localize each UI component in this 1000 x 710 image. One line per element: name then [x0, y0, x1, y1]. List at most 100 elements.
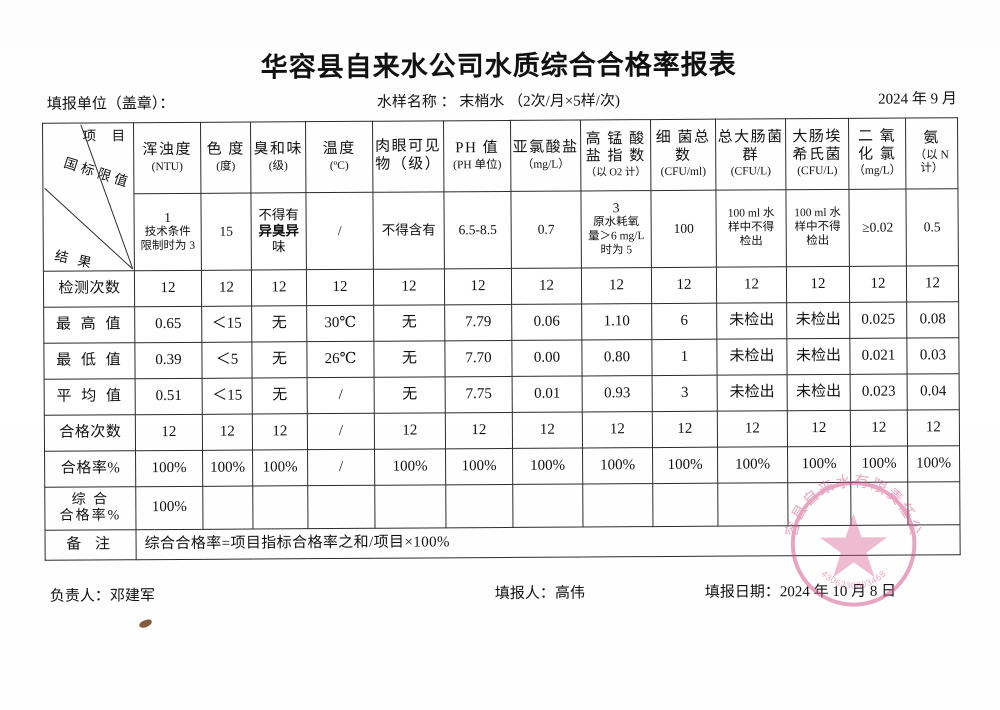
cell: 0.01 — [512, 376, 582, 412]
row-label-test-count: 检测次数 — [43, 271, 134, 308]
responsible-label: 负责人： — [50, 588, 110, 604]
cell: 未检出 — [717, 375, 787, 411]
col-name: 温度 — [307, 141, 371, 159]
col-name: 总大肠菌 群 — [717, 129, 784, 165]
cell: 100% — [446, 448, 513, 484]
subheader: 填报单位（盖章）： 水样名称 ： 末梢水 （2次/月×5样/次) 2024 年 … — [47, 87, 957, 115]
cell: 1 — [652, 339, 717, 375]
column-header-ph: PH 值 (PH 单位) — [444, 120, 511, 191]
water-quality-table: 项 目 国标限值 结果 浑浊度 (NTU) 色 度 (度) 臭和 — [42, 117, 961, 561]
limit-turbidity: 1 技术条件 限制时为 3 — [134, 193, 201, 270]
table-header-row: 项 目 国标限值 结果 浑浊度 (NTU) 色 度 (度) 臭和 — [43, 118, 958, 195]
row-label-average: 平 均 值 — [44, 379, 135, 416]
cell-empty — [583, 484, 653, 527]
page-title: 华容县自来水公司水质综合合格率报表 — [0, 41, 999, 86]
cell: ＜15 — [202, 306, 252, 342]
col-unit: (度) — [202, 160, 249, 174]
cell: 12 — [849, 266, 906, 302]
cell: 12 — [512, 412, 582, 448]
composite-label-line1: 综 合 — [46, 492, 134, 509]
cell-empty — [308, 485, 375, 528]
cell: / — [308, 449, 375, 485]
composite-rate-row: 综 合 合格率% 100% — [45, 482, 960, 531]
col-name: 大肠埃希氏菌 — [787, 129, 847, 165]
column-header-permanganate-index: 高 锰 酸盐 指 数 （以 O2 计） — [581, 120, 651, 191]
cell-empty — [253, 486, 308, 529]
cell: 100% — [788, 446, 851, 482]
cell: 12 — [716, 267, 786, 303]
table-row: 最 高 值 0.65 ＜15 无 30℃ 无 7.79 0.06 1.10 6 … — [44, 302, 959, 344]
cell: 100% — [718, 447, 788, 483]
cell: 12 — [444, 268, 511, 304]
limit-line: 味 — [253, 239, 305, 255]
col-name: 亚氯酸盐 — [512, 139, 579, 157]
cell: 100% — [203, 450, 253, 486]
col-unit: （以 O2 计） — [582, 167, 649, 180]
cell: 未检出 — [787, 338, 850, 374]
cell-empty — [851, 482, 908, 525]
cell: 12 — [202, 414, 252, 450]
limit-ph: 6.5-8.5 — [444, 191, 511, 268]
col-name: 氨 — [907, 130, 956, 148]
cell: 12 — [850, 410, 907, 446]
col-unit: (CFU/L) — [717, 166, 784, 180]
limit-value: 1 — [136, 210, 200, 226]
cell: 12 — [251, 270, 306, 306]
cell: 100% — [136, 450, 203, 486]
cell: 7.75 — [445, 376, 512, 412]
cell: 12 — [787, 410, 850, 446]
cell: 100% — [583, 448, 653, 484]
limit-note: 100 ml 水 — [788, 207, 848, 221]
date-value: 2024 年 10 月 8 日 — [780, 584, 896, 601]
cell: 12 — [651, 267, 716, 303]
reporting-unit-label: 填报单位（盖章）： — [47, 92, 175, 114]
col-unit: (NTU) — [135, 160, 199, 174]
col-name: 高 锰 酸盐 指 数 — [582, 131, 649, 167]
limit-ammonia: 0.5 — [906, 189, 958, 266]
limit-line: 异臭异 — [253, 223, 305, 239]
cell: 0.08 — [907, 302, 959, 338]
limit-ecoli: 100 ml 水 样中不得 检出 — [786, 189, 849, 266]
col-name: PH 值 — [445, 140, 509, 158]
col-name: 细 菌总 数 — [652, 130, 714, 166]
cell: 无 — [374, 305, 445, 341]
col-name: 浑浊度 — [135, 142, 199, 160]
table-row: 平 均 值 0.51 ＜15 无 / 无 7.75 0.01 0.93 3 未检… — [44, 374, 959, 416]
cell: 无 — [252, 342, 307, 378]
limit-total-coliform: 100 ml 水 样中不得 检出 — [716, 190, 786, 267]
column-header-temperature: 温度 (ºC) — [306, 121, 373, 192]
cell: 12 — [652, 411, 717, 447]
col-unit: （mg/L） — [850, 165, 904, 179]
limit-note: 检出 — [788, 235, 848, 249]
cell: 12 — [306, 269, 373, 305]
cell: 无 — [374, 341, 445, 377]
cell: 12 — [582, 412, 652, 448]
limit-note: 时为 5 — [583, 244, 650, 258]
date-label: 填报日期： — [705, 584, 780, 600]
col-unit: (CFU/ml) — [652, 166, 714, 180]
limit-note: 样中不得 — [718, 221, 785, 235]
column-header-visible-matter: 肉眼可见物（级） — [373, 121, 444, 192]
cell: 12 — [906, 266, 958, 302]
limit-value: 3 — [583, 200, 650, 216]
cell: 100% — [253, 450, 308, 486]
limit-note: 检出 — [718, 235, 785, 249]
cell: 12 — [135, 414, 202, 450]
cell: 12 — [511, 268, 581, 304]
cell: 100% — [851, 446, 908, 482]
cell: 12 — [201, 270, 251, 306]
footer-signatures: 负责人：邓建军 填报人：高伟 填报日期：2024 年 10 月 8 日 — [50, 579, 962, 609]
row-label-pass-rate: 合格率% — [45, 451, 136, 488]
cell: 12 — [445, 412, 512, 448]
cell: 12 — [134, 270, 201, 306]
cell: 0.023 — [850, 374, 907, 410]
cell: 未检出 — [717, 339, 787, 375]
ink-speck — [138, 618, 153, 629]
cell-empty — [203, 486, 253, 529]
composite-rate-value: 100% — [136, 486, 203, 529]
limit-odor-taste: 不得有 异臭异 味 — [251, 193, 306, 270]
cell: 无 — [252, 378, 307, 414]
limit-note: 原水耗氧 — [583, 216, 650, 230]
col-name: 二 氧化 氯 — [850, 129, 904, 165]
